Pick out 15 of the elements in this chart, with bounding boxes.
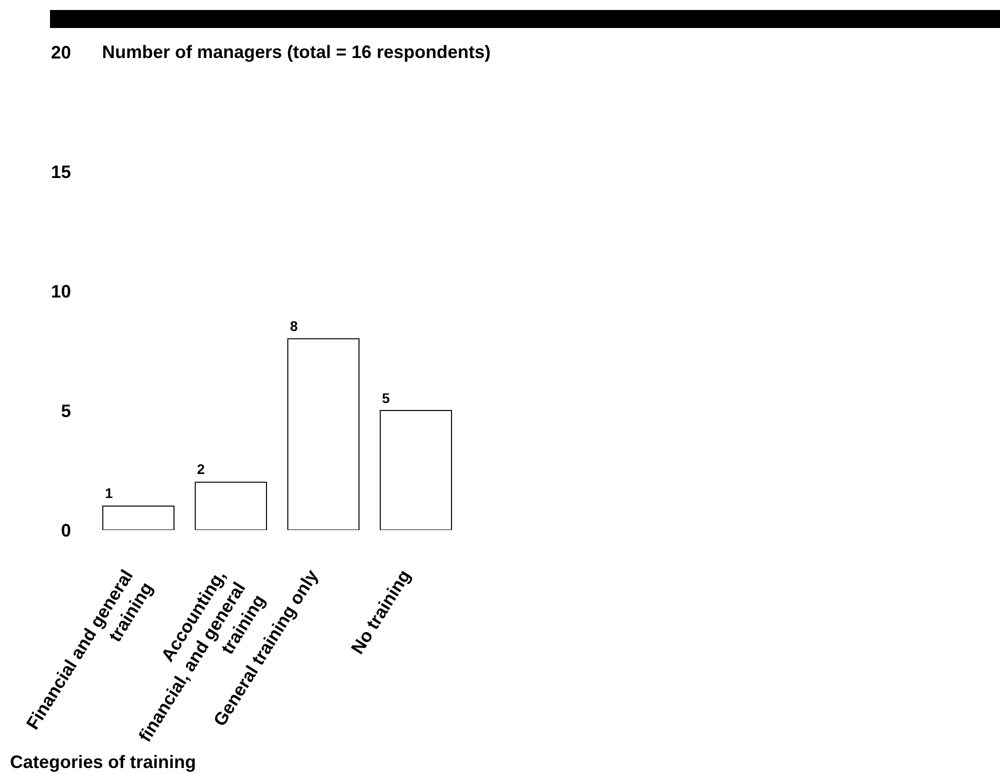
data-label: 2 <box>197 461 205 477</box>
bar <box>287 338 360 530</box>
y-axis-title: Number of managers (total = 16 respondents) <box>102 42 491 62</box>
bar <box>102 506 174 530</box>
bar <box>194 482 267 530</box>
data-label: 8 <box>290 318 298 334</box>
y-tick-label: 0 <box>60 520 71 540</box>
data-label: 1 <box>105 485 113 501</box>
y-tick-label: 10 <box>50 281 71 302</box>
x-axis-title: Categories of training <box>10 752 196 772</box>
y-tick-label: 20 <box>50 42 71 62</box>
y-tick-label: 15 <box>50 162 71 182</box>
y-tick-label: 5 <box>60 400 71 421</box>
data-label: 5 <box>382 390 390 406</box>
bar <box>380 410 452 530</box>
